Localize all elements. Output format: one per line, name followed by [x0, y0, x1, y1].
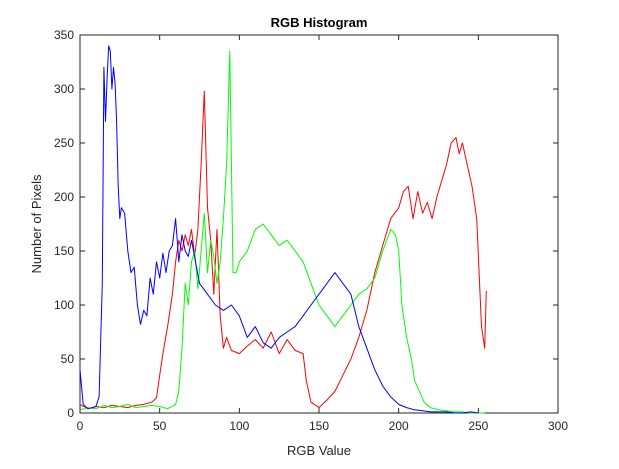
chart-title: RGB Histogram [271, 15, 368, 30]
x-tick-label: 150 [309, 419, 329, 433]
x-tick-label: 100 [229, 419, 249, 433]
y-tick-label: 250 [54, 136, 74, 150]
x-tick-label: 200 [389, 419, 409, 433]
y-tick-label: 50 [61, 352, 75, 366]
x-axis-label: RGB Value [287, 443, 351, 458]
plot-area [79, 34, 559, 414]
y-tick-label: 200 [54, 190, 74, 204]
y-tick-label: 150 [54, 244, 74, 258]
series-layer [79, 45, 487, 414]
x-tick-label: 300 [548, 419, 568, 433]
y-axis-label: Number of Pixels [29, 174, 44, 273]
y-tick-label: 350 [54, 28, 74, 42]
y-tick-label: 300 [54, 82, 74, 96]
y-tick-label: 100 [54, 298, 74, 312]
ticks-layer: 0 50 100 150 200 250 300 0 50 100 150 200 250 300 350 [54, 28, 568, 433]
x-tick-label: 250 [468, 419, 488, 433]
y-tick-label: 0 [67, 406, 74, 420]
series-line-0 [79, 90, 487, 410]
series-line-1 [79, 50, 485, 414]
x-tick-label: 50 [153, 419, 167, 433]
series-line-2 [79, 45, 479, 414]
x-tick-label: 0 [77, 419, 84, 433]
